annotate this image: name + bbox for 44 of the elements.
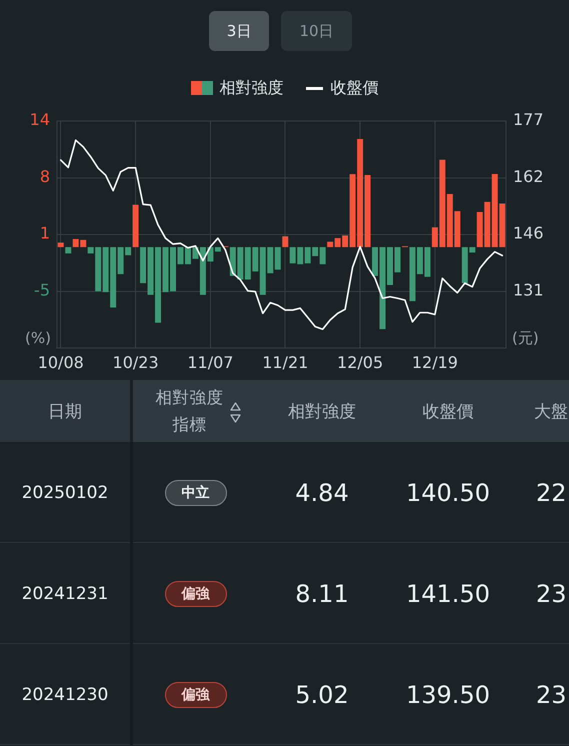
text: 8.11 [295,580,349,608]
y-tick-label: 1 [40,224,50,243]
bar [58,242,64,248]
y-axis-title: (%) [25,328,51,347]
text: 日期 [48,400,82,422]
text: 139.50 [406,680,490,708]
x-tick-label: 10/23 [112,352,159,372]
x-tick-label: 10/08 [38,352,84,372]
text: 收盤價 [422,400,474,422]
text: 大盤 [534,400,568,422]
text: 20250102 [22,482,108,502]
y-tick-label: 8 [40,166,50,186]
y2-tick-label: 162 [513,166,544,186]
x-tick-label: 12/19 [412,352,458,372]
text: 23 [536,680,567,708]
x-tick-label: 12/05 [337,352,384,372]
text: 22 [536,478,567,506]
y2-tick-label: 131 [513,280,544,300]
bar [282,236,288,248]
text: 偏強 [182,686,210,704]
legend-label: 相對強度 [220,78,284,98]
text: 140.50 [406,478,490,506]
text: 中立 [182,484,210,502]
x-tick-label: 11/21 [262,352,308,372]
y2-tick-label: 177 [513,110,544,130]
text: 相對強度指標 [154,387,224,436]
text: 相對強度 [288,400,356,422]
y2-axis-title: (元) [512,328,539,347]
y2-tick-label: 146 [513,224,544,243]
text: 偏強 [182,584,210,602]
bar [65,247,72,254]
tab-button[interactable]: 10日 [281,11,352,51]
legend-label: 收盤價 [330,78,378,98]
text: 141.50 [406,580,490,608]
text: 5.02 [295,680,349,708]
tab-button[interactable]: 3日 [209,11,269,51]
text: 23 [536,580,567,608]
text: 20241230 [22,684,108,704]
text: 4.84 [295,478,349,506]
text: 20241231 [22,584,108,604]
y-tick-label: -5 [34,280,50,300]
bar [132,204,139,248]
x-tick-label: 11/07 [187,352,234,372]
y-tick-label: 14 [30,110,50,130]
